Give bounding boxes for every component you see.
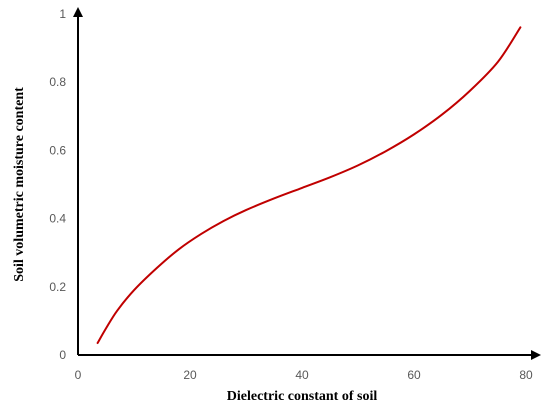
y-tick-label: 0.4 — [49, 212, 66, 226]
x-axis-title: Dielectric constant of soil — [227, 389, 378, 404]
y-tick-label: 0.8 — [49, 75, 66, 89]
x-tick-label: 0 — [75, 368, 82, 382]
x-tick-label: 20 — [183, 368, 197, 382]
y-tick-label: 0.6 — [49, 143, 66, 157]
series-layer — [96, 26, 522, 345]
x-tick-label: 60 — [407, 368, 421, 382]
axes — [73, 7, 541, 360]
y-tick-label: 0.2 — [49, 280, 66, 294]
x-tick-label: 40 — [295, 368, 309, 382]
x-tick-label: 80 — [519, 368, 533, 382]
y-axis-title: Soil volumetric moisture content — [12, 87, 27, 282]
y-tick-label: 1 — [59, 7, 66, 21]
series-line-0 — [96, 26, 522, 345]
tick-labels: 0 20 40 60 80 0 0.2 0.4 0.6 0.8 1 — [49, 7, 533, 382]
y-tick-label: 0 — [59, 348, 66, 362]
